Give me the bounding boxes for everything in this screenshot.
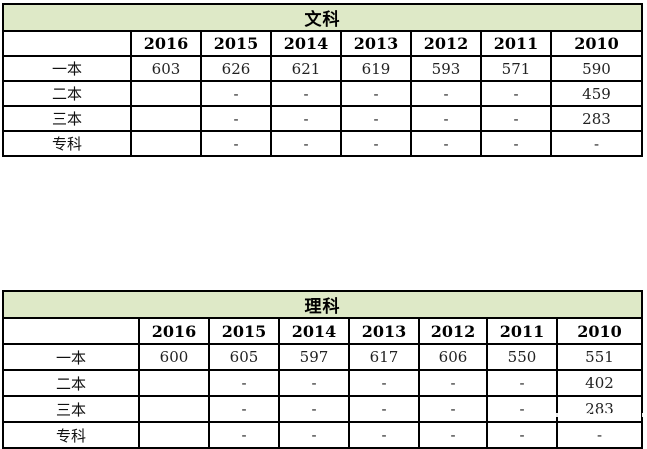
corner-header-cell xyxy=(2,30,132,57)
table-row: 一本 600 605 597 617 606 550 551 xyxy=(2,343,643,371)
table-row: 三本 - - - - - 283 xyxy=(2,105,643,132)
score-cell: - xyxy=(348,395,420,423)
score-cell: 617 xyxy=(348,343,420,371)
score-cell: 593 xyxy=(410,55,482,82)
year-header: 2014 xyxy=(270,30,342,57)
score-cell: - xyxy=(348,421,420,449)
score-cell: 605 xyxy=(208,343,280,371)
row-label: 一本 xyxy=(2,343,140,371)
score-cell xyxy=(138,421,210,449)
table-row: 专科 - - - - - - xyxy=(2,421,643,449)
score-cell: 459 xyxy=(550,80,643,107)
score-cell: - xyxy=(410,130,482,157)
score-cell: - xyxy=(550,130,643,157)
score-cell: - xyxy=(486,395,558,423)
row-label: 二本 xyxy=(2,80,132,107)
row-label: 三本 xyxy=(2,105,132,132)
score-cell: - xyxy=(486,369,558,397)
year-header: 2016 xyxy=(130,30,202,57)
score-cell xyxy=(138,395,210,423)
year-header: 2012 xyxy=(418,317,488,345)
score-cell xyxy=(130,130,202,157)
year-header: 2015 xyxy=(200,30,272,57)
score-cell: - xyxy=(200,130,272,157)
score-cell: - xyxy=(208,421,280,449)
table-title-row: 理科 xyxy=(2,290,643,319)
year-header: 2016 xyxy=(138,317,210,345)
score-cell xyxy=(130,80,202,107)
row-label: 专科 xyxy=(2,421,140,449)
row-label: 一本 xyxy=(2,55,132,82)
row-label: 三本 xyxy=(2,395,140,423)
score-cell: 626 xyxy=(200,55,272,82)
year-header-row: 2016 2015 2014 2013 2012 2011 2010 xyxy=(2,30,643,57)
year-header: 2013 xyxy=(348,317,420,345)
score-cell: - xyxy=(480,80,552,107)
score-cell: 402 xyxy=(556,369,643,397)
score-cell: 283 xyxy=(550,105,643,132)
score-cell xyxy=(138,369,210,397)
row-label: 二本 xyxy=(2,369,140,397)
score-cell: - xyxy=(340,130,412,157)
score-cell: - xyxy=(270,130,342,157)
score-cell: - xyxy=(278,369,350,397)
score-cell: - xyxy=(278,395,350,423)
score-cell: - xyxy=(270,80,342,107)
year-header: 2010 xyxy=(550,30,643,57)
score-cell: 551 xyxy=(556,343,643,371)
table-row: 三本 - - - - - 283 xyxy=(2,395,643,423)
year-header: 2010 xyxy=(556,317,643,345)
score-cell: 606 xyxy=(418,343,488,371)
table-row: 二本 - - - - - 459 xyxy=(2,80,643,107)
table-row: 一本 603 626 621 619 593 571 590 xyxy=(2,55,643,82)
score-cell: - xyxy=(556,421,643,449)
table-title: 理科 xyxy=(2,290,643,319)
year-header: 2013 xyxy=(340,30,412,57)
score-table-liberal-arts: 文科 2016 2015 2014 2013 2012 2011 2010 一本… xyxy=(2,3,643,157)
score-cell: - xyxy=(348,369,420,397)
score-cell: 283 xyxy=(556,395,643,423)
score-cell: - xyxy=(340,105,412,132)
score-cell: 550 xyxy=(486,343,558,371)
score-cell: 590 xyxy=(550,55,643,82)
year-header: 2012 xyxy=(410,30,482,57)
score-cell: - xyxy=(200,80,272,107)
table-row: 专科 - - - - - - xyxy=(2,130,643,157)
score-cell: - xyxy=(480,105,552,132)
score-cell: - xyxy=(410,105,482,132)
score-cell: - xyxy=(418,395,488,423)
score-cell: 603 xyxy=(130,55,202,82)
year-header-row: 2016 2015 2014 2013 2012 2011 2010 xyxy=(2,317,643,345)
year-header: 2011 xyxy=(480,30,552,57)
score-cell xyxy=(130,105,202,132)
score-cell: - xyxy=(486,421,558,449)
score-cell: - xyxy=(418,421,488,449)
table-title-row: 文科 xyxy=(2,3,643,32)
score-cell: - xyxy=(270,105,342,132)
score-cell: - xyxy=(480,130,552,157)
score-cell: 571 xyxy=(480,55,552,82)
score-cell: - xyxy=(340,80,412,107)
score-cell: - xyxy=(200,105,272,132)
corner-header-cell xyxy=(2,317,140,345)
score-cell: 619 xyxy=(340,55,412,82)
year-header: 2011 xyxy=(486,317,558,345)
row-label: 专科 xyxy=(2,130,132,157)
score-cell: - xyxy=(418,369,488,397)
year-header: 2014 xyxy=(278,317,350,345)
score-cell: 600 xyxy=(138,343,210,371)
score-cell: 621 xyxy=(270,55,342,82)
score-cell: 597 xyxy=(278,343,350,371)
score-cell: - xyxy=(208,395,280,423)
score-cell: - xyxy=(410,80,482,107)
year-header: 2015 xyxy=(208,317,280,345)
score-table-science: 理科 2016 2015 2014 2013 2012 2011 2010 一本… xyxy=(2,290,643,449)
table-title: 文科 xyxy=(2,3,643,32)
table-row: 二本 - - - - - 402 xyxy=(2,369,643,397)
score-cell: - xyxy=(278,421,350,449)
score-cell: - xyxy=(208,369,280,397)
